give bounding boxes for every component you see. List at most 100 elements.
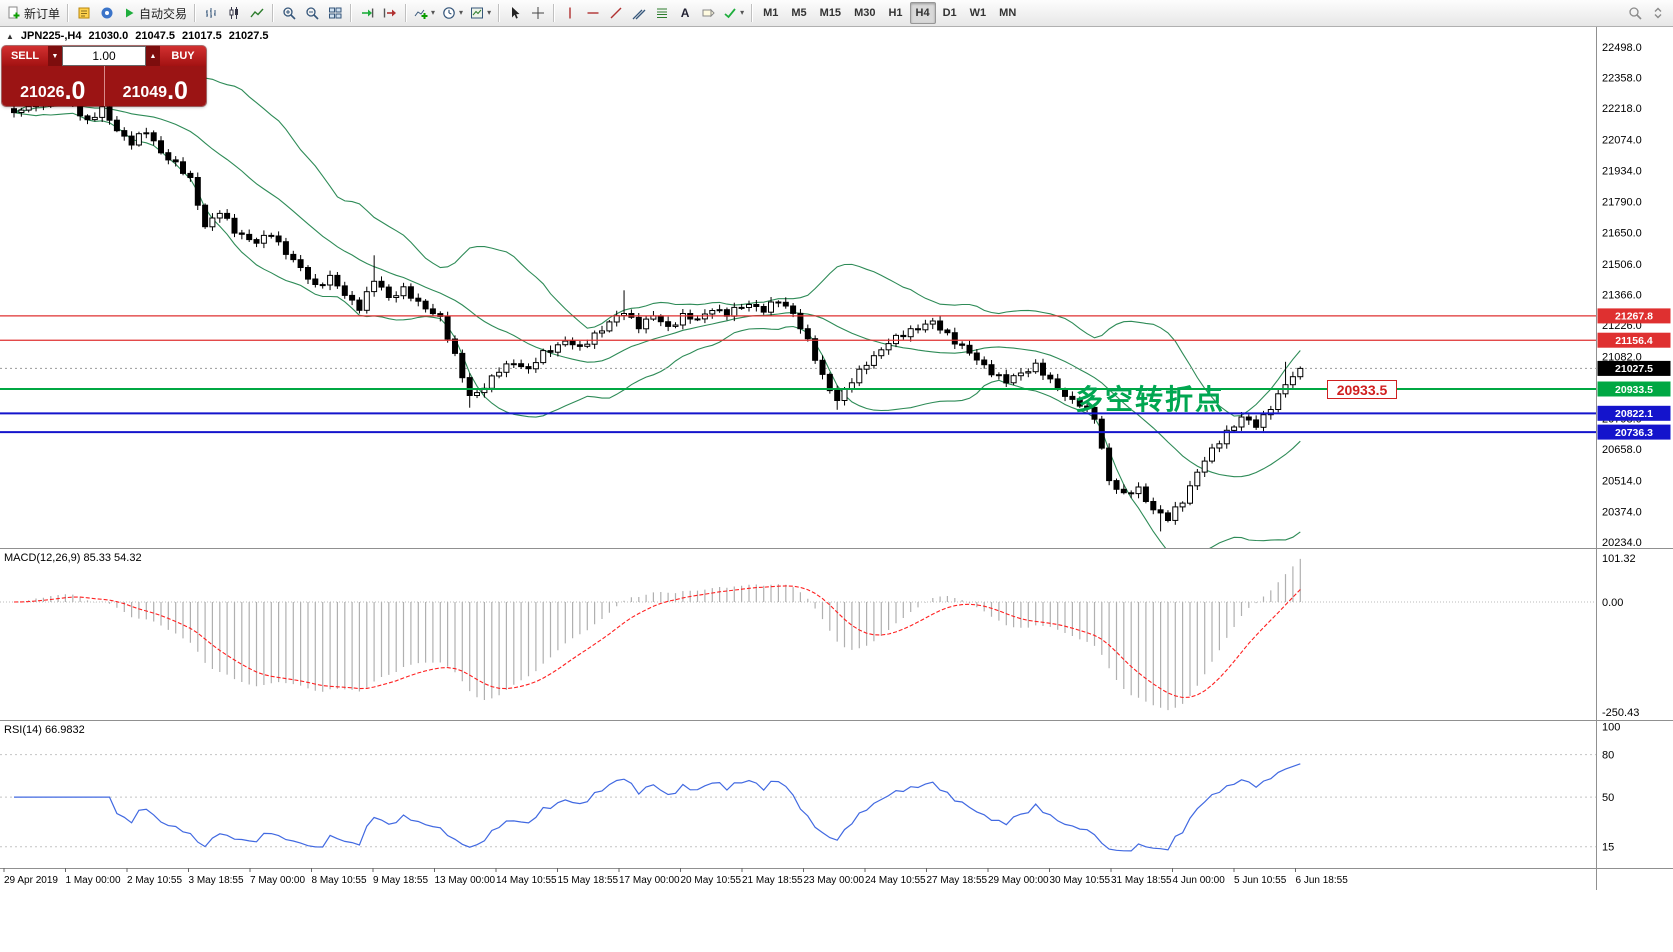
price-axis-label: 21506.0: [1602, 259, 1642, 271]
time-axis-label: 15 May 18:55: [558, 875, 619, 886]
metaeditor-icon: [77, 6, 91, 20]
chart-shift-button[interactable]: [379, 2, 401, 24]
volume-increase-button[interactable]: ▲: [146, 46, 160, 66]
macd-pane[interactable]: [0, 558, 1596, 711]
buy-price-button[interactable]: 21049.0: [105, 66, 207, 106]
timeframe-mn-button[interactable]: MN: [999, 7, 1017, 19]
time-axis-label: 13 May 00:00: [435, 875, 496, 886]
svg-text:-250.43: -250.43: [1602, 707, 1639, 719]
time-axis-label: 3 May 18:55: [189, 875, 244, 886]
dropdown-caret-icon: ▾: [487, 8, 492, 17]
ohlc-low: 21017.5: [182, 30, 222, 42]
zoom-in-button[interactable]: [278, 2, 300, 24]
text-button[interactable]: A: [674, 2, 696, 24]
zoom-out-icon: [305, 6, 319, 20]
volume-decrease-button[interactable]: ▼: [48, 46, 62, 66]
metaeditor-button[interactable]: [73, 2, 95, 24]
zoom-out-button[interactable]: [301, 2, 323, 24]
price-badge: 21156.4: [1597, 332, 1671, 348]
price-axis-label: 22358.0: [1602, 73, 1642, 85]
time-axis-label: 2 May 10:55: [127, 875, 182, 886]
timeframe-m30-button[interactable]: M30: [854, 7, 876, 19]
time-axis-label: 7 May 00:00: [250, 875, 305, 886]
main-chart-pane[interactable]: [0, 77, 1596, 558]
time-axis[interactable]: 29 Apr 2019 1 May 00:00 2 May 10:55 3 May 1…: [3, 868, 1349, 886]
shapes-button[interactable]: ▾: [720, 2, 747, 24]
toolbar-separator: [350, 4, 353, 22]
autotrading-button[interactable]: 自动交易: [119, 2, 190, 24]
toolbar: 新订单 自动交易: [0, 0, 1673, 27]
metaquotes-button[interactable]: [96, 2, 118, 24]
price-axis-label: 20374.0: [1602, 506, 1642, 518]
annotation-text[interactable]: 多空转折点: [1075, 384, 1226, 415]
price-divider: [103, 66, 105, 106]
caret-up-icon: ▲: [149, 52, 157, 60]
time-axis-label: 20 May 10:55: [681, 875, 742, 886]
indicators-button[interactable]: ▾: [411, 2, 438, 24]
templates-button[interactable]: ▾: [467, 2, 494, 24]
buy-price-frac: .0: [167, 77, 188, 105]
text-label-button[interactable]: [697, 2, 719, 24]
search-button[interactable]: [1624, 2, 1646, 24]
price-badge: 20736.3: [1597, 424, 1671, 440]
toolbar-options-button[interactable]: [1647, 2, 1669, 24]
toolbar-separator: [194, 4, 197, 22]
new-order-button[interactable]: 新订单: [4, 2, 63, 24]
toolbar-separator: [67, 4, 70, 22]
fibonacci-button[interactable]: [651, 2, 673, 24]
trendline-button[interactable]: [605, 2, 627, 24]
timeframe-h4-button[interactable]: H4: [909, 2, 936, 24]
horizontal-line-button[interactable]: [582, 2, 604, 24]
trade-panel-prices: 21026.0 21049.0: [2, 66, 206, 106]
bar-chart-icon: [204, 6, 218, 20]
autotrading-icon: [122, 6, 136, 20]
sell-price-button[interactable]: 21026.0: [2, 66, 104, 106]
vertical-line-icon: [563, 6, 577, 20]
macd-axis[interactable]: 101.32 0.00 -250.43: [1602, 553, 1639, 719]
time-axis-label: 5 Jun 10:55: [1234, 875, 1287, 886]
periods-button[interactable]: ▾: [439, 2, 466, 24]
toolbar-separator: [498, 4, 501, 22]
price-axis[interactable]: 22498.0 22358.0 22218.0 22074.0 21934.0 21790…: [1597, 42, 1671, 549]
timeframe-m1-button[interactable]: M1: [763, 7, 779, 19]
tile-windows-button[interactable]: [324, 2, 346, 24]
price-axis-label: 21366.0: [1602, 289, 1642, 301]
cursor-button[interactable]: [504, 2, 526, 24]
sell-button[interactable]: SELL: [2, 46, 48, 66]
timeframe-d1-button[interactable]: D1: [942, 7, 957, 19]
price-flag[interactable]: 20933.5: [1327, 380, 1397, 399]
volume-input[interactable]: 1.00: [62, 46, 146, 66]
rsi-pane[interactable]: [0, 754, 1596, 852]
crosshair-button[interactable]: [527, 2, 549, 24]
tile-windows-icon: [328, 6, 342, 20]
clock-icon: [442, 6, 456, 20]
one-click-trading-panel: SELL ▼ 1.00 ▲ BUY 21026.0 21049.0: [2, 46, 206, 106]
price-badge: 21027.5: [1597, 360, 1671, 376]
equidistant-channel-button[interactable]: [628, 2, 650, 24]
candlestick-chart-button[interactable]: [223, 2, 245, 24]
bar-chart-button[interactable]: [200, 2, 222, 24]
text-label-icon: [701, 6, 715, 20]
crosshair-icon: [531, 6, 545, 20]
ohlc-close: 21027.5: [228, 30, 269, 42]
price-axis-label: 21082.0: [1602, 352, 1642, 364]
dropdown-caret-icon: ▾: [431, 8, 436, 17]
timeframe-w1-button[interactable]: W1: [969, 7, 987, 19]
auto-scroll-button[interactable]: [356, 2, 378, 24]
timeframe-m5-button[interactable]: M5: [791, 7, 807, 19]
vertical-line-button[interactable]: [559, 2, 581, 24]
chevron-up-down-icon: [1651, 6, 1665, 20]
price-axis-label: 22074.0: [1602, 135, 1642, 147]
collapse-caret-icon[interactable]: ▲: [6, 31, 14, 41]
buy-button[interactable]: BUY: [160, 46, 206, 66]
svg-text:20736.3: 20736.3: [1615, 427, 1653, 439]
timeframe-m15-button[interactable]: M15: [819, 7, 842, 19]
line-chart-button[interactable]: [246, 2, 268, 24]
rsi-axis[interactable]: 100 80 50 15: [1602, 721, 1620, 853]
svg-text:101.32: 101.32: [1602, 553, 1636, 565]
timeframe-h1-button[interactable]: H1: [888, 7, 903, 19]
time-axis-label: 6 Jun 18:55: [1296, 875, 1349, 886]
timeframe-group: M1 M5 M15 M30 H1 H4 D1 W1 MN: [757, 2, 1022, 24]
macd-signal-line: [13, 585, 1301, 699]
